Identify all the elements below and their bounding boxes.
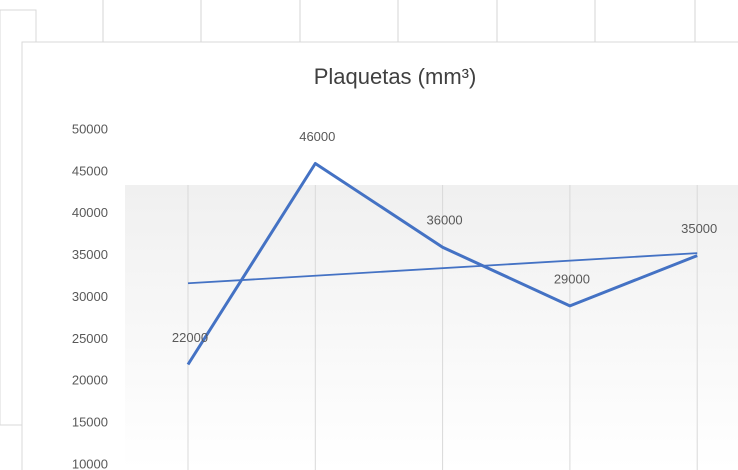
data-label: 36000 (427, 213, 463, 228)
chart-title: Plaquetas (mm³) (314, 64, 477, 89)
y-tick-label: 40000 (72, 205, 108, 220)
y-tick-label: 10000 (72, 456, 108, 470)
series-line (186, 162, 698, 366)
sheet-grid (0, 0, 738, 43)
data-label: 22000 (172, 330, 208, 345)
data-label: 29000 (554, 271, 590, 286)
y-tick-label: 30000 (72, 289, 108, 304)
trendline (187, 252, 698, 285)
y-tick-label: 45000 (72, 163, 108, 178)
y-tick-label: 50000 (72, 121, 108, 136)
y-tick-label: 15000 (72, 415, 108, 430)
data-label: 46000 (299, 129, 335, 144)
y-tick-label: 35000 (72, 247, 108, 262)
plot-area (125, 185, 738, 470)
y-tick-label: 20000 (72, 373, 108, 388)
y-tick-label: 25000 (72, 331, 108, 346)
data-label: 35000 (681, 221, 717, 236)
